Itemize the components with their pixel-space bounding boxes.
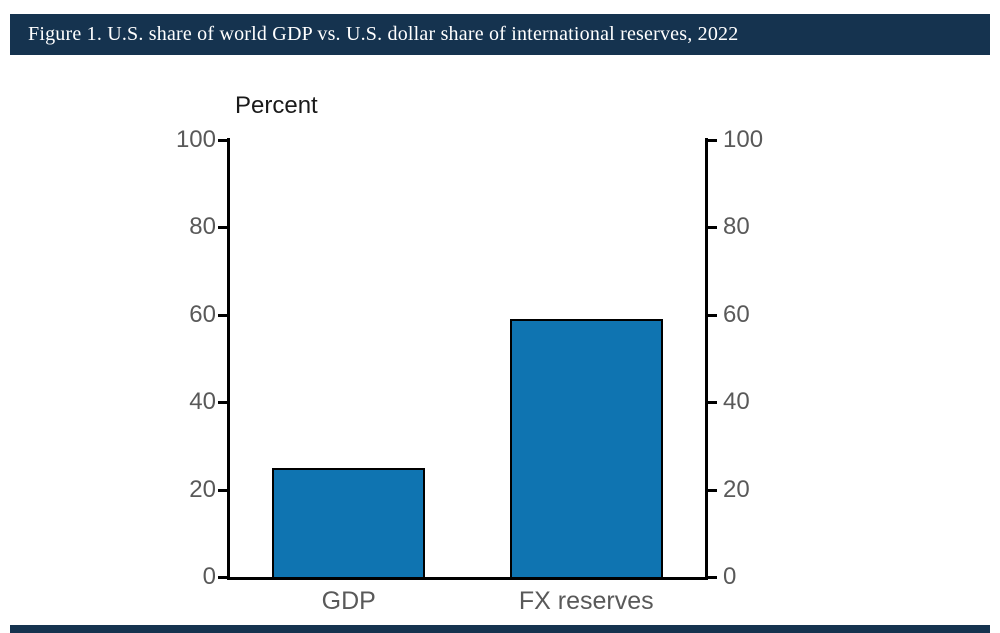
bar-fx-reserves (509, 319, 663, 577)
y-axis-right (705, 138, 708, 580)
y-tick-label-right: 20 (723, 475, 750, 503)
y-tick-right (708, 139, 717, 142)
y-tick-label-left: 40 (189, 388, 216, 416)
x-axis (227, 577, 708, 580)
figure-title-bar: Figure 1. U.S. share of world GDP vs. U.… (10, 14, 990, 55)
y-tick-label-right: 40 (723, 388, 750, 416)
x-category-label: FX reserves (518, 587, 654, 615)
y-tick-left (218, 226, 227, 230)
y-tick-right (708, 488, 717, 492)
y-tick-right (708, 576, 717, 579)
y-tick-label-right: 100 (723, 126, 764, 153)
y-tick-left (218, 576, 227, 579)
x-category-label: GDP (321, 587, 376, 615)
y-tick-label-left: 60 (189, 300, 216, 328)
y-tick-label-left: 0 (202, 563, 216, 590)
y-tick-label-right: 80 (723, 213, 750, 241)
y-tick-right (708, 401, 717, 405)
figure-title: Figure 1. U.S. share of world GDP vs. U.… (28, 23, 739, 45)
bar-gdp (272, 467, 426, 577)
y-tick-left (218, 401, 227, 405)
y-axis-left (227, 138, 230, 580)
y-tick-label-right: 0 (723, 563, 737, 590)
y-tick-left (218, 488, 227, 492)
y-tick-left (218, 313, 227, 317)
y-tick-label-left: 80 (189, 213, 216, 241)
y-axis-unit-label: Percent (235, 92, 318, 119)
y-tick-right (708, 313, 717, 317)
y-tick-label-left: 20 (189, 475, 216, 503)
bottom-divider-bar (10, 625, 990, 633)
y-tick-left (218, 139, 227, 142)
y-tick-label-left: 100 (175, 126, 216, 153)
y-tick-label-right: 60 (723, 300, 750, 328)
y-tick-right (708, 226, 717, 230)
